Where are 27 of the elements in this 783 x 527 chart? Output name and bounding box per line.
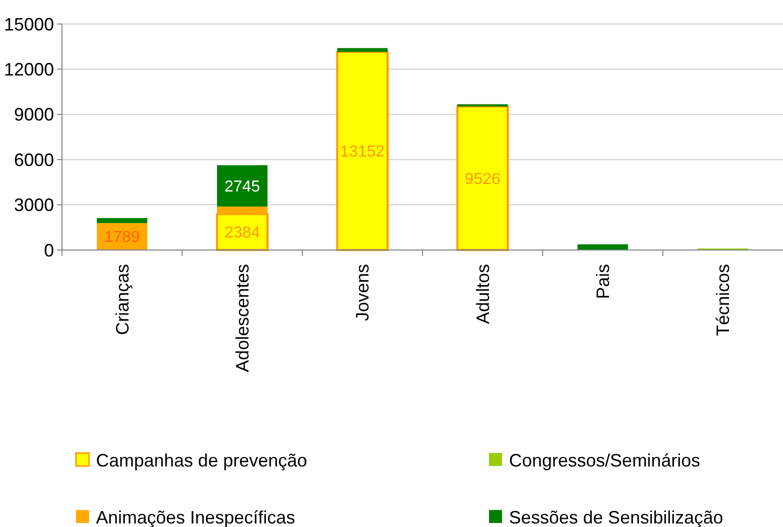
bar <box>217 165 268 207</box>
y-tick-label: 12000 <box>4 60 54 80</box>
y-tick-label: 0 <box>44 240 54 260</box>
x-tick-label: Crianças <box>112 264 132 336</box>
bar <box>217 206 268 214</box>
data-label: 2384 <box>224 224 260 242</box>
data-label: 9526 <box>464 170 500 188</box>
x-tick-label: Adultos <box>472 264 493 324</box>
y-tick-label: 3000 <box>14 195 54 216</box>
x-tick-label: Jovens <box>352 264 373 322</box>
x-tick-label: Adolescentes <box>232 264 253 372</box>
bar <box>96 218 148 224</box>
data-label: 2745 <box>224 178 260 196</box>
y-tick-label: 6000 <box>14 150 54 170</box>
bar <box>456 105 509 251</box>
x-tick-label: Técnicos <box>713 264 734 336</box>
data-label: 13152 <box>340 144 385 161</box>
legend-label: Sessões de Sensibilização <box>509 507 724 527</box>
y-tick-label: 9000 <box>14 104 54 125</box>
legend-label: Congressos/Seminários <box>509 450 700 470</box>
bar <box>336 50 389 251</box>
data-label: 1789 <box>104 229 140 246</box>
legend-label: Animações Inespecíficas <box>96 507 296 527</box>
bar <box>337 48 388 52</box>
legend-label: Campanhas de prevenção <box>96 450 308 470</box>
y-tick-label: 15000 <box>4 14 54 34</box>
x-tick-label: Pais <box>593 264 614 300</box>
